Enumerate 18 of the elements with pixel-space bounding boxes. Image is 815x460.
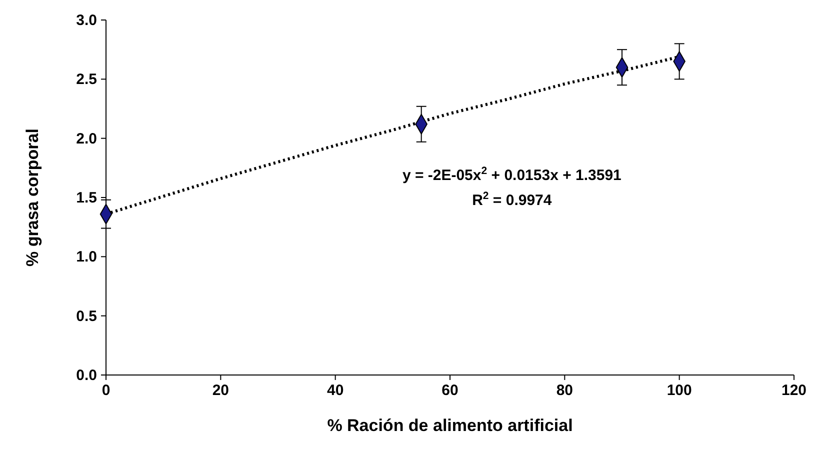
- x-tick-label: 60: [442, 382, 458, 399]
- x-tick-label: 120: [781, 382, 807, 399]
- y-tick-label: 0.0: [76, 367, 97, 384]
- x-axis-title: % Ración de alimento artificial: [327, 416, 573, 435]
- y-tick-label: 1.5: [76, 190, 97, 206]
- y-tick-label: 0.5: [76, 308, 97, 325]
- x-tick-label: 40: [326, 382, 344, 399]
- x-tick-label: 20: [212, 382, 230, 399]
- x-tick-label: 100: [666, 382, 692, 399]
- y-tick-label: 3.0: [76, 12, 97, 29]
- x-tick-label: 80: [556, 382, 574, 399]
- y-tick-label: 2.0: [76, 130, 97, 148]
- annotation: R$^{2}$ = 0.9974: [472, 190, 552, 209]
- y-axis-title: % grasa corporal: [23, 128, 42, 266]
- y-tick-label: 1.0: [76, 248, 97, 266]
- x-tick-label: 0: [102, 382, 110, 399]
- annotation: y = -2E-05x$^{2}$ + 0.0153x + 1.3591: [402, 164, 622, 184]
- y-tick-label: 2.5: [76, 71, 97, 88]
